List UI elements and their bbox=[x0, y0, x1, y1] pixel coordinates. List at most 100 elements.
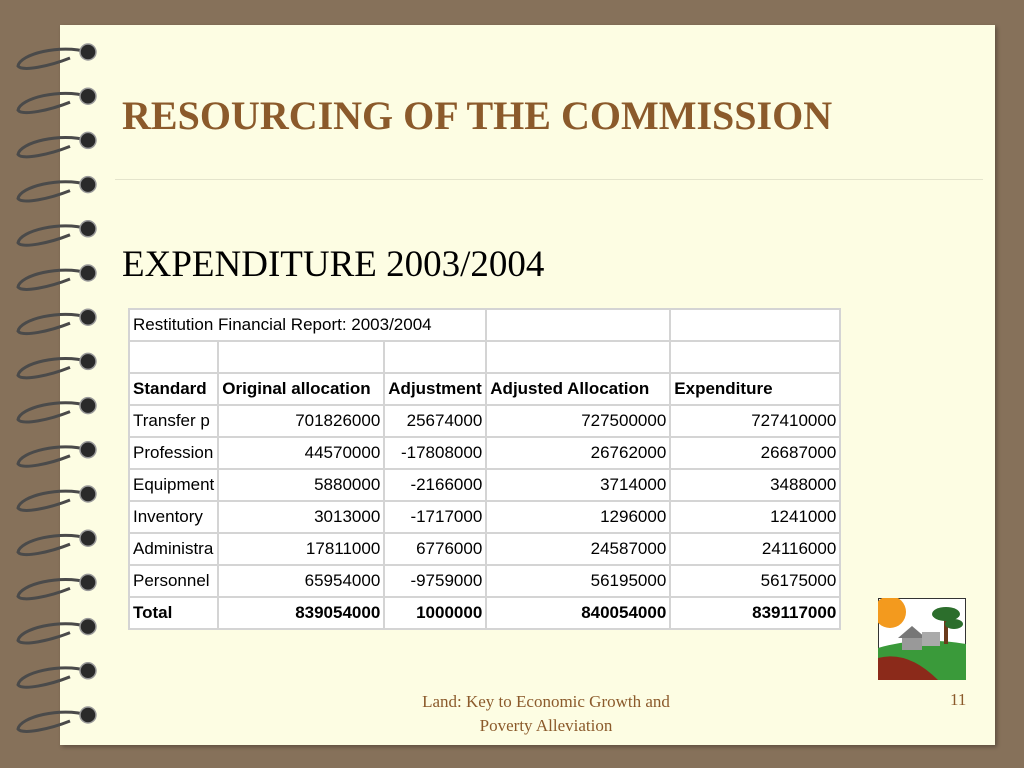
ring-hole bbox=[79, 43, 97, 61]
ring-wire bbox=[16, 136, 89, 159]
table-cell bbox=[127, 340, 220, 374]
table-cell: 17811000 bbox=[217, 532, 386, 566]
table-cell bbox=[217, 340, 386, 374]
table-cell: -2166000 bbox=[383, 468, 488, 502]
table-cell: 26687000 bbox=[669, 436, 842, 470]
table-cell: 3714000 bbox=[485, 468, 672, 502]
ring bbox=[16, 131, 97, 159]
table-cell: Equipment bbox=[127, 468, 220, 502]
ring-hole bbox=[79, 352, 97, 371]
table-row: Administra 17811000 6776000 24587000 2411600… bbox=[127, 532, 842, 566]
table-cell: Total bbox=[127, 596, 220, 630]
table-cell bbox=[383, 340, 488, 374]
table-cell bbox=[669, 340, 842, 374]
ring-hole bbox=[79, 220, 97, 238]
ring-wire bbox=[16, 357, 89, 380]
ring-hole bbox=[79, 573, 97, 592]
table-cell: 25674000 bbox=[383, 404, 488, 438]
table-cell: Inventory bbox=[127, 500, 220, 534]
table-cell bbox=[485, 308, 672, 342]
ring-wire bbox=[16, 445, 89, 468]
table-cell: Adjusted Allocation bbox=[485, 372, 672, 406]
divider bbox=[115, 179, 983, 180]
ring-wire bbox=[16, 622, 89, 645]
table-cell: 839054000 bbox=[217, 596, 386, 630]
table-cell: 1296000 bbox=[485, 500, 672, 534]
slide-title: RESOURCING OF THE COMMISSION bbox=[122, 93, 833, 138]
table-row: Total 839054000 1000000 840054000 839117000 bbox=[127, 596, 842, 630]
ring-wire bbox=[16, 268, 89, 291]
table-cell: 24587000 bbox=[485, 532, 672, 566]
table-row: Equipment 5880000 -2166000 3714000 3488000 bbox=[127, 468, 842, 502]
financial-table: Restitution Financial Report: 2003/2004 S… bbox=[127, 308, 842, 630]
ring bbox=[16, 264, 97, 291]
table-cell: Original allocation bbox=[217, 372, 386, 406]
table-cell: Restitution Financial Report: 2003/2004 bbox=[127, 308, 488, 342]
table-cell bbox=[485, 340, 672, 374]
ring-hole bbox=[79, 529, 97, 547]
table-cell bbox=[669, 308, 842, 342]
table-cell: 24116000 bbox=[669, 532, 842, 566]
footer: Land: Key to Economic Growth and Poverty… bbox=[396, 690, 696, 738]
ring bbox=[16, 706, 97, 733]
ring-wire bbox=[16, 710, 89, 733]
table-cell: 56175000 bbox=[669, 564, 842, 598]
slide-subtitle: EXPENDITURE 2003/2004 bbox=[122, 244, 545, 285]
ring-hole bbox=[79, 485, 97, 503]
ring-wire bbox=[16, 180, 89, 203]
table-cell: 701826000 bbox=[217, 404, 386, 438]
ring bbox=[16, 529, 97, 557]
ring bbox=[16, 573, 97, 601]
table-cell: -9759000 bbox=[383, 564, 488, 598]
table-row: Personnel 65954000 -9759000 56195000 5617500… bbox=[127, 564, 842, 598]
ring-hole bbox=[79, 706, 97, 724]
table-cell: Administra bbox=[127, 532, 220, 566]
footer-line: Land: Key to Economic Growth and bbox=[422, 692, 670, 711]
table-cell: 840054000 bbox=[485, 596, 672, 630]
table-cell: Personnel bbox=[127, 564, 220, 598]
table-cell: 5880000 bbox=[217, 468, 386, 502]
table-cell: 6776000 bbox=[383, 532, 488, 566]
footer-line: Poverty Alleviation bbox=[479, 716, 613, 735]
ring bbox=[16, 441, 97, 468]
table-row: Standard Original allocation Adjustment Adj… bbox=[127, 372, 842, 406]
ring-hole bbox=[79, 175, 97, 194]
ring-hole bbox=[79, 131, 97, 150]
ring-hole bbox=[79, 264, 97, 282]
binding-rings bbox=[16, 43, 97, 733]
table-cell: 26762000 bbox=[485, 436, 672, 470]
logo-icon bbox=[878, 598, 966, 680]
table-cell: Standard bbox=[127, 372, 220, 406]
table-row: Transfer p 701826000 25674000 727500000 7274… bbox=[127, 404, 842, 438]
table-cell: Expenditure bbox=[669, 372, 842, 406]
table-row: Profession 44570000 -17808000 26762000 26687… bbox=[127, 436, 842, 470]
table-cell: 44570000 bbox=[217, 436, 386, 470]
ring bbox=[16, 87, 97, 115]
ring bbox=[16, 662, 97, 689]
table-cell: 3013000 bbox=[217, 500, 386, 534]
table-cell: -1717000 bbox=[383, 500, 488, 534]
ring-wire bbox=[16, 666, 89, 689]
table-cell: 65954000 bbox=[217, 564, 386, 598]
ring bbox=[16, 43, 97, 70]
ring-wire bbox=[16, 47, 89, 70]
table-row bbox=[127, 340, 842, 374]
table-cell: 727500000 bbox=[485, 404, 672, 438]
table-row: Inventory 3013000 -1717000 1296000 1241000 bbox=[127, 500, 842, 534]
table-cell: Profession bbox=[127, 436, 220, 470]
page-number: 11 bbox=[950, 690, 967, 709]
table-cell: 56195000 bbox=[485, 564, 672, 598]
table-cell: 1000000 bbox=[383, 596, 488, 630]
ring bbox=[16, 352, 97, 380]
table-row: Restitution Financial Report: 2003/2004 bbox=[127, 308, 842, 342]
ring-wire bbox=[16, 224, 89, 247]
ring-hole bbox=[79, 396, 97, 415]
ring-hole bbox=[79, 662, 97, 680]
ring-hole bbox=[79, 87, 97, 105]
table-cell: 1241000 bbox=[669, 500, 842, 534]
table-cell: 727410000 bbox=[669, 404, 842, 438]
table-cell: Adjustment bbox=[383, 372, 488, 406]
ring-wire bbox=[16, 578, 89, 601]
ring bbox=[16, 220, 97, 247]
